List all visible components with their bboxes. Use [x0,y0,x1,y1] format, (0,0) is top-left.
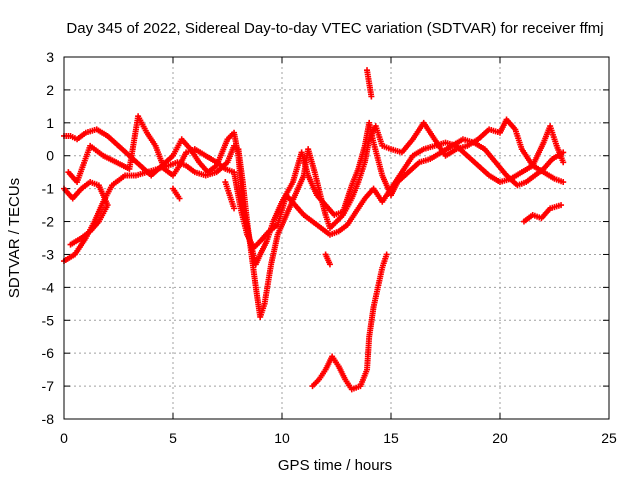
series-track-6 [222,179,238,212]
series-track-10 [520,202,565,225]
x-tick-label: 0 [60,430,68,446]
y-axis-label: SDTVAR / TECUs [6,178,23,298]
series-track-9 [309,251,390,393]
y-tick-label: 1 [46,115,54,131]
data-point [383,251,390,258]
y-tick-label: -2 [42,214,55,230]
x-tick-label: 5 [169,430,177,446]
y-tick-label: -8 [42,411,55,427]
data-points [61,67,567,393]
grid-lines [64,57,609,419]
series-track-4 [65,113,567,251]
y-tick-label: -3 [42,246,55,262]
x-tick-label: 15 [383,430,399,446]
data-point [560,149,567,156]
x-tick-label: 20 [492,430,508,446]
y-tick-label: 2 [46,82,54,98]
y-tick-label: 3 [46,49,54,65]
y-tick-label: -7 [42,378,55,394]
y-tick-label: 0 [46,148,54,164]
y-tick-label: -5 [42,312,55,328]
series-track-2 [61,179,111,248]
series-track-8 [364,67,375,100]
y-tick-label: -4 [42,279,55,295]
data-point [67,241,74,248]
chart-title: Day 345 of 2022, Sidereal Day-to-day VTE… [66,20,603,37]
data-point [560,159,567,166]
data-point [558,202,565,209]
data-point [368,93,375,100]
x-axis-label: GPS time / hours [278,457,392,474]
x-tick-label: 25 [601,430,617,446]
y-tick-label: -6 [42,345,55,361]
x-tick-label: 10 [274,430,290,446]
data-point [231,205,238,212]
series-track-5 [170,185,183,202]
y-tick-label: -1 [42,181,55,197]
data-point [326,261,333,268]
data-point [176,195,183,202]
series-track-3 [61,119,567,268]
series-track-1 [61,116,567,320]
data-point [560,179,567,186]
series-track-7 [322,251,333,268]
plot-frame [63,56,610,420]
